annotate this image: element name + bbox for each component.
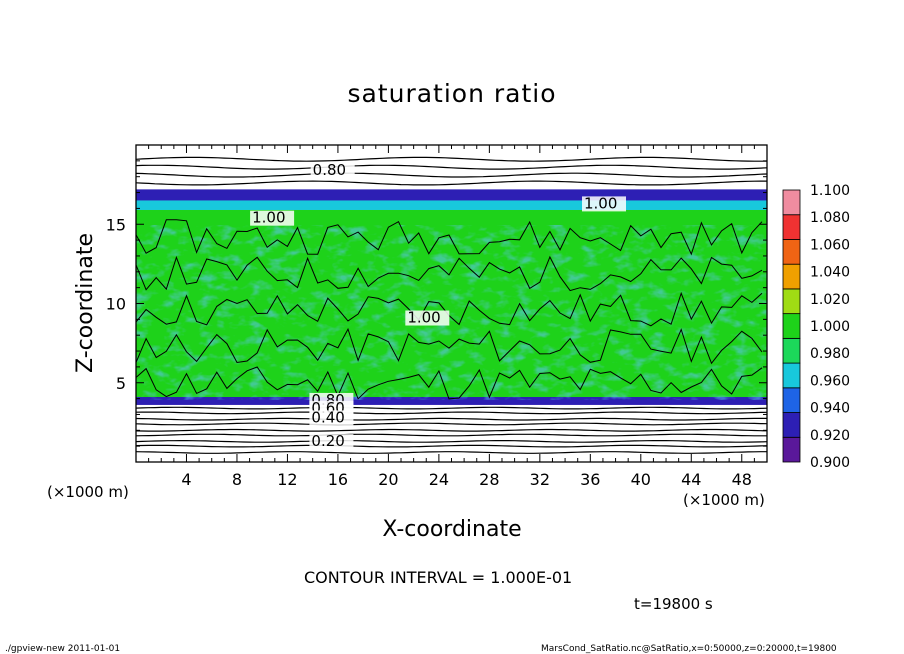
colorbar-swatch (782, 239, 801, 265)
x-tick-label: 20 (378, 470, 398, 489)
contour-label: 1.00 (407, 309, 440, 327)
contour-labels: 0.801.001.001.000.800.600.400.20 (250, 161, 627, 450)
field-band-1 (136, 189, 767, 201)
y-axis: 5 10 15 (106, 144, 767, 463)
contour-lower-5 (136, 433, 767, 437)
colorbar-swatch (782, 387, 801, 413)
x-tick-label: 28 (479, 470, 499, 489)
contour-lower-3 (136, 422, 767, 426)
footer-left: ./gpview-new 2011-01-01 (5, 644, 120, 654)
colorbar-tick-label: 1.020 (810, 292, 850, 308)
contour-upper-2 (136, 172, 767, 178)
contour-label: 1.00 (252, 209, 285, 227)
contour-moist-3 (136, 255, 763, 292)
contour-lower-0 (136, 406, 767, 410)
colorbar-swatch (782, 313, 801, 339)
colorbar-swatch (782, 214, 801, 240)
colorbar-tick-label: 0.960 (810, 373, 850, 389)
x-axis-label: X-coordinate (382, 517, 521, 542)
contour-lines (136, 156, 767, 454)
contour-label: 0.80 (313, 161, 346, 179)
x-unit-label-right: (×1000 m) (683, 491, 765, 509)
y-tick-label: 5 (116, 374, 126, 393)
contour-lower-4 (136, 428, 767, 432)
contour-lower-2 (136, 417, 767, 421)
colorbar-tick-label: 0.900 (810, 455, 850, 471)
contour-upper-3 (136, 180, 767, 186)
field-band-4 (136, 397, 767, 407)
colorbar-tick-label: 1.040 (810, 265, 850, 281)
contour-label: 0.40 (311, 408, 344, 426)
contour-interval-text: CONTOUR INTERVAL = 1.000E-01 (304, 568, 572, 587)
x-tick-label: 44 (681, 470, 701, 489)
colorbar-tick-label: 1.100 (810, 183, 850, 199)
colorbar-swatch (782, 263, 801, 290)
x-tick-label: 32 (530, 470, 550, 489)
colorbar-tick-label: 0.920 (810, 428, 850, 444)
x-tick-label: 24 (429, 470, 449, 489)
contour-label-bg (309, 410, 354, 426)
chart-title: saturation ratio (347, 79, 556, 108)
contour-upper-0 (136, 156, 767, 162)
contour-lower-7 (136, 444, 767, 448)
contour-moist-0 (136, 366, 763, 400)
x-axis: 4 8 12 16 20 24 28 32 36 40 44 48 (135, 145, 768, 489)
contour-lower-8 (136, 451, 767, 454)
footer-right: MarsCond_SatRatio.nc@SatRatio,x=0:50000,… (541, 644, 837, 654)
colorbar-tick-label: 1.080 (810, 210, 850, 226)
field-texture (136, 225, 767, 400)
contour-moist-4 (136, 219, 763, 256)
x-tick-label: 12 (277, 470, 297, 489)
time-label: t=19800 s (634, 595, 713, 613)
contour-moist-1 (136, 327, 763, 365)
x-tick-label: 48 (732, 470, 752, 489)
field-band-2 (136, 200, 767, 210)
x-tick-label: 40 (631, 470, 651, 489)
x-tick-label: 8 (232, 470, 242, 489)
field-band-0 (136, 145, 767, 193)
colorbar: 0.900 0.920 0.940 0.960 0.980 1.000 1.020 1.040… (782, 183, 850, 471)
y-tick-label: 15 (106, 215, 126, 234)
colorbar-swatch (782, 337, 801, 364)
x-unit-label-left: (×1000 m) (47, 483, 129, 501)
plot-area: 0.801.001.001.000.800.600.400.20 (136, 145, 767, 462)
colorbar-swatch (782, 189, 801, 216)
x-tick-label: 4 (181, 470, 191, 489)
colorbar-swatch (782, 288, 801, 315)
contour-label-bg (310, 163, 355, 179)
colorbar-swatch (782, 412, 801, 438)
colorbar-tick-label: 1.060 (810, 237, 850, 253)
y-axis-label: Z-coordinate (73, 233, 98, 373)
contour-label-bg (250, 210, 295, 226)
x-tick-label: 16 (328, 470, 348, 489)
contour-lower-1 (136, 411, 767, 415)
contour-label-bg (582, 196, 627, 212)
colorbar-swatch (782, 362, 801, 389)
contour-upper-1 (136, 164, 767, 170)
colorbar-tick-label: 0.940 (810, 401, 850, 417)
contour-label: 0.20 (311, 432, 344, 450)
contour-label-bg (309, 434, 354, 450)
colorbar-tick-label: 1.000 (810, 319, 850, 335)
colorbar-swatch (782, 436, 801, 463)
contour-label-bg (405, 310, 450, 326)
contour-label: 1.00 (584, 194, 617, 212)
x-tick-label: 36 (580, 470, 600, 489)
colorbar-tick-label: 0.980 (810, 346, 850, 362)
contour-lower-6 (136, 440, 767, 443)
y-tick-label: 10 (106, 295, 126, 314)
